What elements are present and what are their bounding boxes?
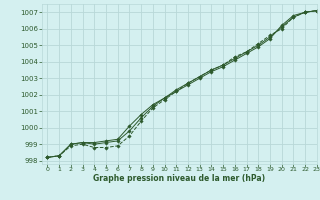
X-axis label: Graphe pression niveau de la mer (hPa): Graphe pression niveau de la mer (hPa) bbox=[93, 174, 265, 183]
